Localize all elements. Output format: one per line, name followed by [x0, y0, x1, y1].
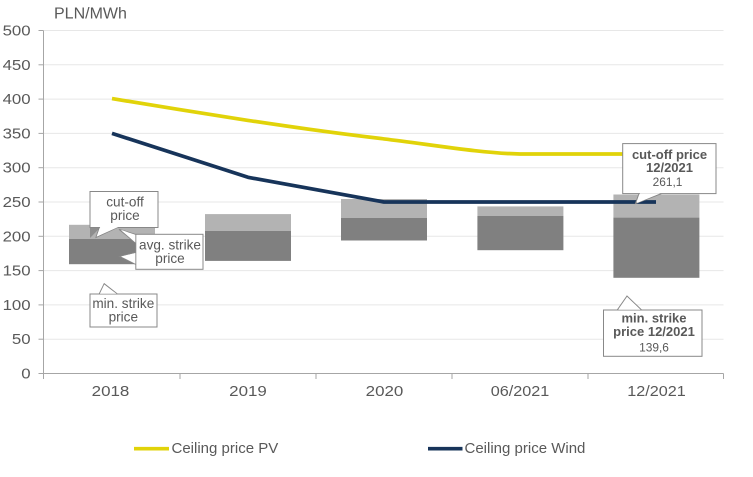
svg-text:price 12/2021: price 12/2021 [613, 324, 695, 339]
svg-text:price: price [110, 208, 139, 223]
svg-text:cut-off price: cut-off price [632, 147, 707, 162]
svg-text:price: price [109, 309, 138, 324]
svg-text:Ceiling price PV: Ceiling price PV [172, 440, 279, 457]
svg-text:450: 450 [3, 58, 31, 74]
svg-text:2020: 2020 [366, 384, 404, 400]
svg-text:avg. strike: avg. strike [139, 237, 201, 252]
svg-text:500: 500 [3, 24, 31, 40]
svg-text:2019: 2019 [229, 384, 267, 400]
svg-text:200: 200 [3, 229, 31, 245]
svg-text:min. strike: min. strike [92, 296, 154, 311]
svg-text:2018: 2018 [92, 384, 130, 400]
svg-text:cut-off: cut-off [106, 194, 144, 209]
svg-text:261,1: 261,1 [653, 175, 683, 189]
svg-text:350: 350 [3, 126, 31, 142]
svg-text:price: price [155, 251, 184, 266]
svg-text:min. strike: min. strike [621, 311, 686, 326]
svg-text:0: 0 [21, 367, 31, 383]
svg-text:150: 150 [3, 264, 31, 280]
svg-text:300: 300 [3, 161, 31, 177]
svg-text:Ceiling price Wind: Ceiling price Wind [465, 440, 586, 457]
svg-text:12/2021: 12/2021 [646, 160, 693, 175]
svg-text:PLN/MWh: PLN/MWh [54, 6, 127, 23]
svg-text:400: 400 [3, 92, 31, 108]
svg-text:50: 50 [12, 332, 31, 348]
svg-text:250: 250 [3, 195, 31, 211]
svg-text:06/2021: 06/2021 [491, 384, 550, 400]
svg-text:139,6: 139,6 [639, 341, 669, 355]
svg-text:12/2021: 12/2021 [627, 384, 686, 400]
svg-text:100: 100 [3, 298, 31, 314]
